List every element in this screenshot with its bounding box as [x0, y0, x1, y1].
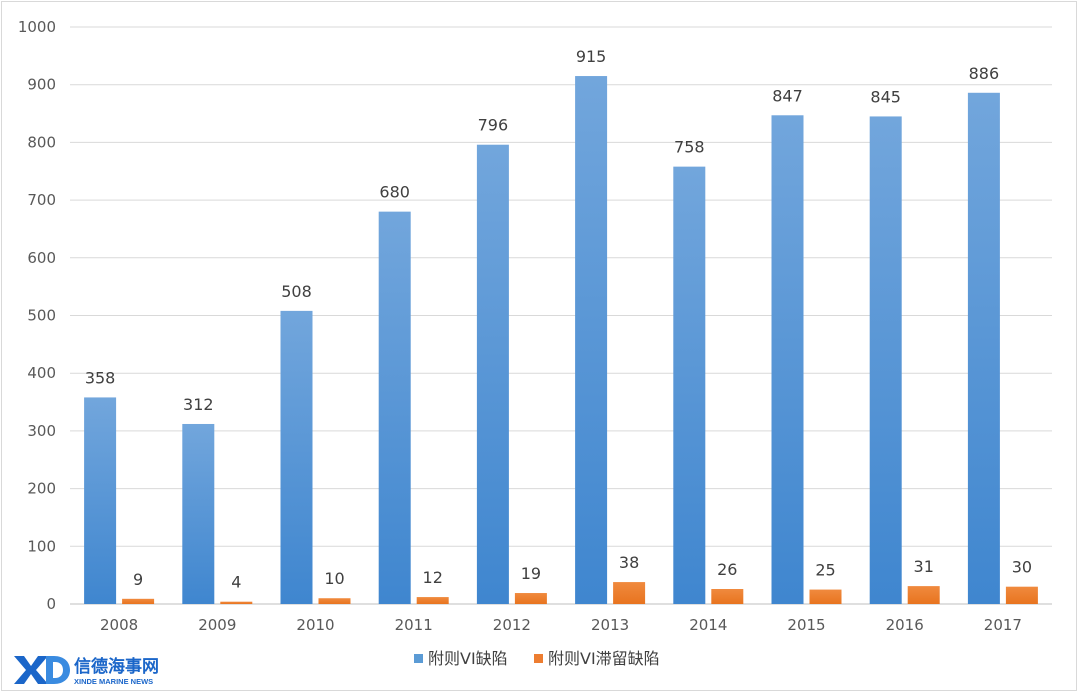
- data-label: 845: [870, 87, 901, 106]
- bar-annex-vi-detention-2010: [318, 598, 351, 604]
- x-tick-label: 2012: [493, 616, 531, 634]
- y-axis: 0 100 200 300 400 500 600 700 800 900 1000: [18, 18, 56, 613]
- bar-annex-vi-detention-2015: [809, 589, 842, 604]
- x-tick-label: 2009: [198, 616, 236, 634]
- x-axis: 2008 2009 2010 2011 2012 2013 2014 2015 2016 2017: [100, 616, 1022, 634]
- y-tick-label: 300: [27, 422, 56, 440]
- legend-swatch: [414, 654, 423, 663]
- bar-annex-vi-deficiency-2011: [378, 211, 411, 604]
- legend: 附则VI缺陷 附则VI滞留缺陷: [414, 649, 660, 668]
- bar-annex-vi-detention-2014: [711, 588, 744, 604]
- y-tick-label: 400: [27, 364, 56, 382]
- y-tick-label: 800: [27, 133, 56, 151]
- x-tick-label: 2015: [787, 616, 825, 634]
- bar-annex-vi-deficiency-2014: [673, 166, 706, 604]
- data-label: 915: [576, 47, 607, 66]
- y-tick-label: 900: [27, 76, 56, 94]
- bar-annex-vi-detention-2009: [220, 601, 253, 604]
- bar-annex-vi-detention-2016: [907, 586, 940, 604]
- x-tick-label: 2014: [689, 616, 727, 634]
- y-tick-label: 100: [27, 537, 56, 555]
- data-label: 38: [619, 553, 639, 572]
- x-tick-label: 2013: [591, 616, 629, 634]
- bar-annex-vi-detention-2011: [416, 597, 449, 604]
- bar-annex-vi-deficiency-2010: [280, 310, 313, 604]
- data-label: 758: [674, 138, 705, 157]
- bar-annex-vi-detention-2008: [122, 598, 155, 604]
- data-label: 847: [772, 86, 803, 105]
- data-label: 4: [231, 573, 241, 592]
- data-label: 10: [324, 569, 344, 588]
- data-label: 9: [133, 570, 143, 589]
- y-tick-label: 0: [46, 595, 56, 613]
- data-label: 508: [281, 282, 312, 301]
- bar-annex-vi-deficiency-2015: [771, 115, 804, 604]
- y-tick-label: 600: [27, 249, 56, 267]
- y-tick-label: 200: [27, 480, 56, 498]
- x-tick-label: 2008: [100, 616, 138, 634]
- logo-chinese-text: 信德海事网: [74, 656, 159, 677]
- logo-english-text: XINDE MARINE NEWS: [74, 677, 153, 686]
- xinde-logo: 信德海事网 XINDE MARINE NEWS: [14, 656, 159, 686]
- data-label: 796: [478, 116, 509, 135]
- data-label: 19: [521, 564, 541, 583]
- y-tick-label: 500: [27, 307, 56, 325]
- data-label: 31: [914, 557, 934, 576]
- data-label: 358: [85, 368, 116, 387]
- data-label: 30: [1012, 558, 1032, 577]
- bars: [84, 76, 1038, 605]
- bar-annex-vi-deficiency-2012: [476, 144, 509, 604]
- data-label: 312: [183, 395, 214, 414]
- data-label: 886: [969, 64, 1000, 83]
- legend-label: 附则VI滞留缺陷: [548, 649, 660, 668]
- data-label: 12: [423, 568, 443, 587]
- y-tick-label: 700: [27, 191, 56, 209]
- bar-annex-vi-deficiency-2009: [182, 423, 215, 604]
- legend-swatch: [534, 654, 543, 663]
- legend-label: 附则VI缺陷: [428, 649, 508, 668]
- data-label: 680: [379, 183, 410, 202]
- bar-annex-vi-detention-2017: [1005, 586, 1038, 604]
- x-tick-label: 2010: [296, 616, 334, 634]
- bar-annex-vi-detention-2013: [613, 582, 646, 604]
- xd-logo-mark: [14, 656, 70, 684]
- x-tick-label: 2011: [395, 616, 433, 634]
- x-tick-label: 2017: [984, 616, 1022, 634]
- gridlines: [70, 26, 1052, 605]
- bar-annex-vi-deficiency-2017: [967, 92, 1000, 604]
- bar-annex-vi-detention-2012: [514, 593, 547, 604]
- data-labels: 358 9 312 4 508 10 680 12 796 19 915 38 758 26 847 25 84…: [85, 47, 1032, 592]
- y-tick-label: 1000: [18, 18, 56, 36]
- bar-annex-vi-deficiency-2008: [84, 397, 117, 604]
- x-tick-label: 2016: [886, 616, 924, 634]
- bar-annex-vi-deficiency-2013: [575, 76, 608, 605]
- bar-annex-vi-deficiency-2016: [869, 116, 902, 604]
- data-label: 25: [815, 561, 835, 580]
- data-label: 26: [717, 560, 737, 579]
